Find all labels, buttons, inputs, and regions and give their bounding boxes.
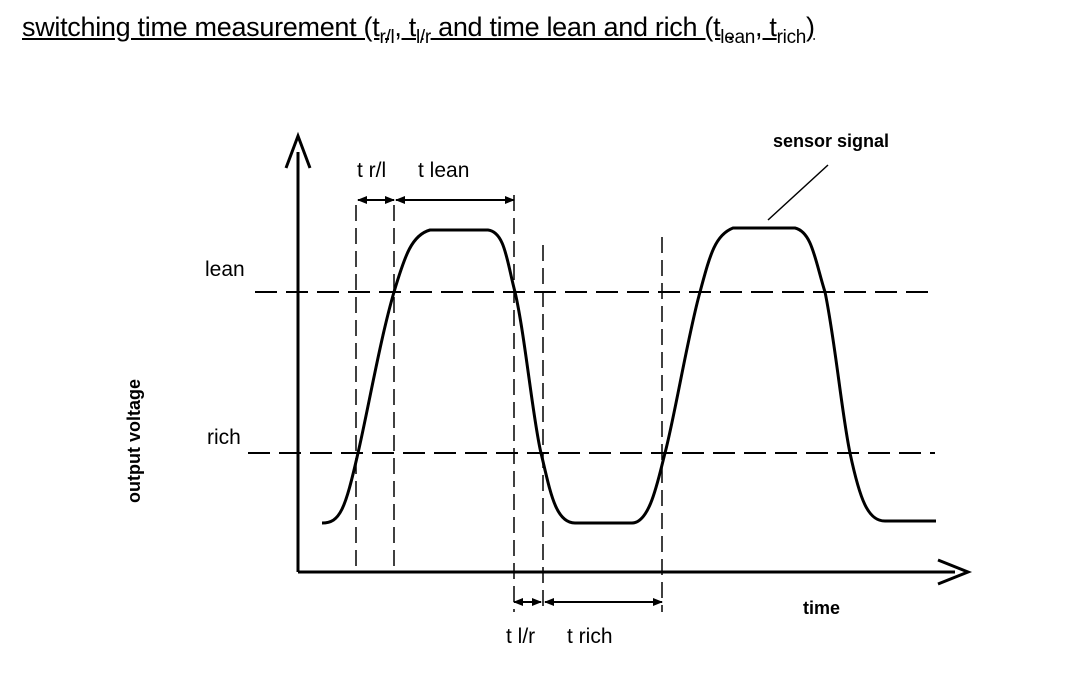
t-rl-label: t r/l xyxy=(357,159,386,182)
x-axis-arrowhead xyxy=(937,558,973,586)
sensor-signal-label: sensor signal xyxy=(773,131,889,151)
t-rich-label: t rich xyxy=(567,625,613,648)
t-lean-label: t lean xyxy=(418,159,469,182)
y-axis-label: output voltage xyxy=(124,379,144,503)
x-axis-label: time xyxy=(803,598,840,618)
diagram-title: switching time measurement (tr/l, tl/r a… xyxy=(22,12,815,48)
t-lr-label: t l/r xyxy=(506,625,535,648)
lean-level-label: lean xyxy=(205,258,245,281)
rich-level-label: rich xyxy=(207,426,241,449)
y-axis-arrowhead xyxy=(284,131,312,169)
sensor-signal-curve xyxy=(321,226,936,525)
sensor-signal-callout-line xyxy=(767,164,829,221)
